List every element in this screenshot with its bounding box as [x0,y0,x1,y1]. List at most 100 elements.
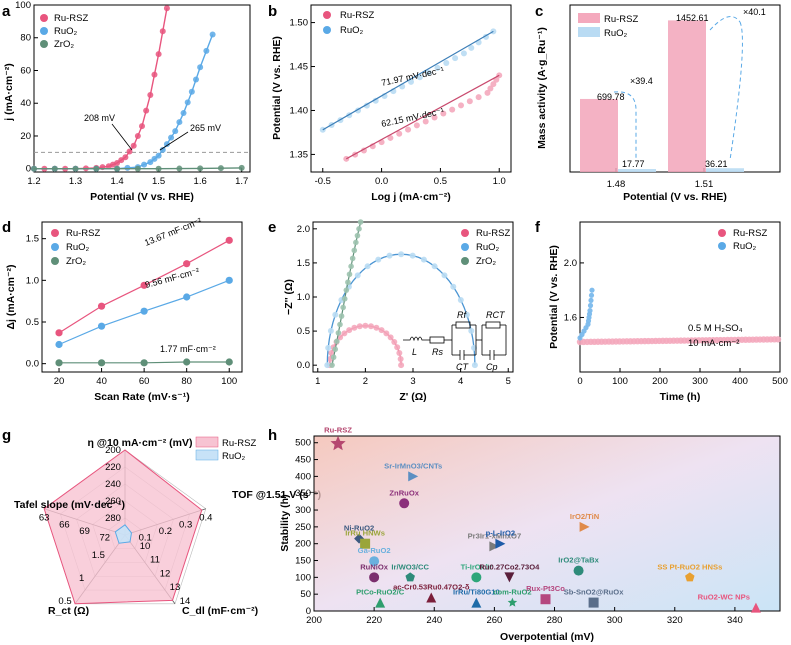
series-ru-rsz-point [97,302,106,310]
circuit-label-cf: CT [456,362,469,372]
point-label: RuNiOx [360,562,389,571]
series-ruo2-point [587,302,594,309]
x-tick-label: 1.4 [110,176,123,187]
marker-ptco-ruo2-c [375,597,386,608]
series-ru-rsz-point [163,5,170,12]
panel-f: f Potential (V vs. RHE) Time (h) 0 100 200… [535,219,788,403]
panel-h-xticks: 200 220 240 260 280 300 320 340 [306,607,743,626]
x-tick-label: 100 [221,376,237,387]
bar-ruo2 [706,168,744,172]
marker-ir-wo3-cc [405,572,415,582]
x-tick-label: 300 [607,615,623,626]
radar-axis-rct: R_ct (Ω) [48,605,89,617]
panel-e-legend: Ru-RSZ RuO₂ ZrO₂ [461,228,511,267]
series-ru-rsz-point [367,323,374,330]
panel-h-xlabel: Overpotential (mV) [500,631,594,643]
ratio-arrow [709,16,741,31]
x-tick-label: 1.2 [27,176,40,187]
series-ru-rsz-point [466,98,473,105]
series-zro2-point [217,165,224,172]
series-zro2-point [197,165,204,172]
series-ru-rsz-point [405,126,412,133]
panel-h: h Stability (h) Overpotential (mV) 200 22… [268,426,781,643]
series-ruo2-point [471,362,478,369]
panel-h-background [314,436,780,611]
series-ruo2-point [470,344,477,351]
panel-d-yticks: 0.0 0.5 1.0 1.5 [26,234,46,370]
series-zro2-point [114,165,121,172]
series-ruo2-point [151,155,158,162]
series-zro2-point [134,165,141,172]
series-zro2-point [183,358,191,366]
radar-axis-eta: η @10 mA·cm⁻² (mV) [87,437,192,449]
series-ru-rsz-point [387,134,394,141]
x-tick-label: 60 [139,376,150,387]
legend-label: RuO₂ [733,241,757,252]
series-ru-rsz-point [484,89,491,96]
series-ruo2-point [193,76,199,83]
series-ruo2-point [587,308,593,314]
y-tick-label: 0.0 [297,360,310,371]
legend-label: ZrO₂ [476,256,496,267]
series-zro2-point [334,338,340,345]
series-zro2-point [51,165,58,172]
legend-label: Ru-RSZ [66,228,101,239]
series-zro2-point [337,321,343,328]
point-label: Sr-IrMnO3/CNTs [384,461,442,470]
legend-label: Ru-RSZ [54,13,89,24]
legend-marker-ru-rsz [461,229,469,237]
marker-iro2-tin [579,521,590,532]
series-ru-rsz-point [431,114,438,121]
y-tick-label: 250 [295,522,311,533]
legend-marker-ruo2 [461,243,469,251]
x-tick-label: 240 [426,615,442,626]
radar-tick-label: 72 [100,532,111,543]
series-zro2-point [349,255,356,262]
panel-b-plot [319,28,503,162]
radar-tick-label: 220 [105,462,121,473]
x-tick-label: 2 [363,376,368,387]
series-ru-rsz-point [387,334,394,341]
x-tick-label: 320 [667,615,683,626]
panel-h-letter: h [268,427,277,444]
y-tick-label: 450 [295,455,311,466]
point-label: PtCo-RuO2/C [356,588,405,597]
series-zro2-point [340,304,346,311]
series-ru-rsz-point [397,356,404,363]
series-ru-rsz-point [225,236,233,244]
y-tick-label: 400 [295,471,311,482]
series-ru-rsz-point [398,362,405,369]
series-ruo2-point [168,134,175,141]
series-ruo2-point [354,272,361,279]
point-label: IrO2/TiN [570,512,599,521]
panel-c-letter: c [535,3,543,20]
point-label: p-L-IrO2 [486,529,516,538]
y-tick-label: 1.5 [26,234,39,245]
series-ruo2-point [203,47,210,54]
series-zro2-point [225,358,233,366]
panel-f-plot [576,287,782,346]
point-label: Sb-SnO2@RuOx [564,588,624,597]
x-tick-label: 0.5 [434,176,447,187]
x-tick-label: -0.5 [315,176,331,187]
series-zro2-point [238,164,245,171]
radar-tick-label: 260 [105,496,121,507]
series-zro2-point [357,219,364,225]
point-label: Ir/WO3/CC [391,562,429,571]
series-ruo2-point [588,292,595,298]
panel-d: d Δj (mA·cm⁻²) Scan Rate (mV·s⁻¹) 20 40 60… [2,216,243,403]
series-ru-rsz-point [449,106,456,113]
series-ruo2-point [463,311,470,318]
series-ruo2-point [457,296,464,303]
panel-g-letter: g [2,427,11,444]
panel-e-letter: e [268,219,276,236]
series-ru-rsz-point [396,130,403,137]
panel-e-ylabel: −Z'' (Ω) [283,279,295,315]
marker-rux-pt3co [540,594,551,605]
panel-e-xticks: 1 2 3 4 5 [315,368,511,387]
panel-b-xlabel: Log j (mA·cm⁻²) [371,191,451,203]
y-tick-label: 1.45 [290,62,309,73]
series-zro2-point [345,279,351,286]
point-label: Ru0.27Co2.73O4 [479,562,540,571]
tafel-slope-ruo2: 71.97 mV·dec⁻¹ [380,65,444,88]
